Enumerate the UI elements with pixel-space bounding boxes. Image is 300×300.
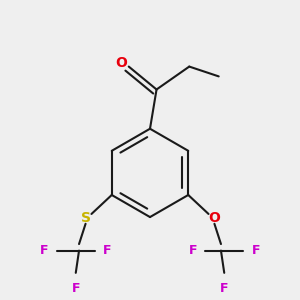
- Text: F: F: [40, 244, 49, 257]
- Text: F: F: [251, 244, 260, 257]
- Text: F: F: [103, 244, 111, 257]
- Text: O: O: [116, 56, 128, 70]
- Text: O: O: [208, 211, 220, 225]
- Text: F: F: [220, 282, 229, 295]
- Text: F: F: [189, 244, 197, 257]
- Text: S: S: [81, 211, 91, 225]
- Text: F: F: [71, 282, 80, 295]
